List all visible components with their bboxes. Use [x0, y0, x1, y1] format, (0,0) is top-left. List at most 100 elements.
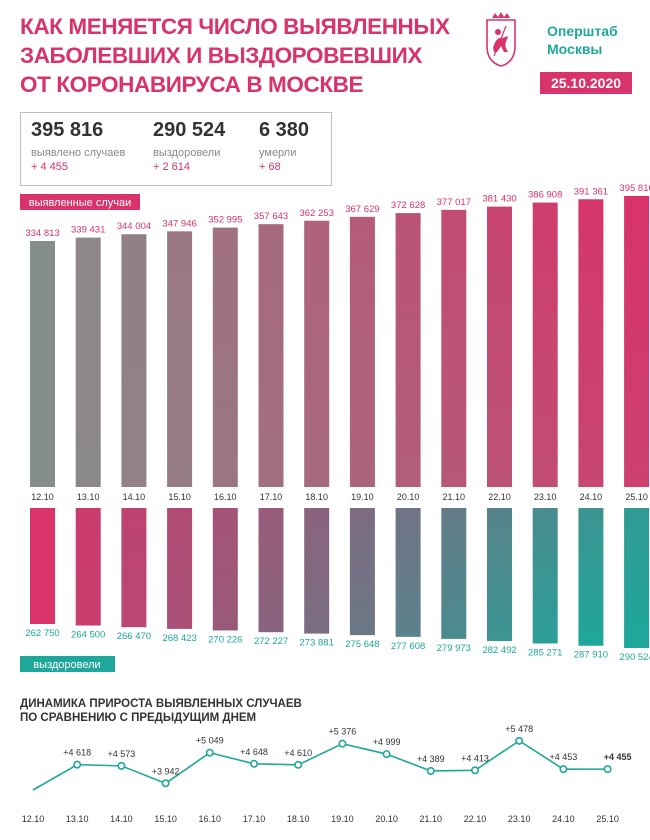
- x-tick-label: 19.10: [351, 492, 374, 502]
- dynamics-x-tick: 17.10: [243, 814, 266, 824]
- stat-value: 395 816: [31, 119, 104, 141]
- recovered-bar: [304, 508, 330, 634]
- x-tick-label: 16.10: [214, 492, 237, 502]
- cases-bar-label: 352 995: [208, 215, 242, 226]
- recovered-bar: [487, 508, 512, 642]
- cases-bar: [624, 196, 650, 487]
- dynamics-point: [470, 766, 479, 775]
- dynamics-point: [515, 736, 524, 745]
- x-tick-label: 23.10: [534, 492, 557, 502]
- recovered-bar-label: 270 226: [208, 634, 242, 645]
- dynamics-x-tick: 14.10: [110, 814, 133, 824]
- cases-bar-label: 377 017: [437, 197, 471, 208]
- dynamics-x-tick: 24.10: [552, 814, 575, 824]
- dynamics-x-tick: 13.10: [66, 814, 89, 824]
- x-tick-label: 25.10: [625, 492, 648, 502]
- date-badge: 25.10.2020: [540, 72, 632, 94]
- dynamics-x-tick: 16.10: [199, 814, 222, 824]
- x-tick-label: 22.10: [488, 492, 511, 502]
- recovered-bar: [30, 508, 55, 624]
- dynamics-x-tick: 25.10: [596, 814, 619, 824]
- recovered-legend-bg: [20, 656, 115, 672]
- dynamics-title-line: ДИНАМИКА ПРИРОСТА ВЫЯВЛЕННЫХ СЛУЧАЕВ: [20, 698, 302, 710]
- x-tick-label: 13.10: [77, 492, 100, 502]
- x-tick-label: 12.10: [31, 492, 54, 502]
- dynamics-point-label: +4 455: [604, 752, 632, 762]
- dynamics-point: [426, 766, 435, 775]
- recovered-bar: [121, 508, 147, 628]
- x-tick-label: 24.10: [580, 492, 603, 502]
- cases-bar: [167, 231, 193, 487]
- dynamics-x-tick: 22.10: [464, 814, 487, 824]
- dynamics-point: [161, 779, 170, 788]
- title-line: ЗАБОЛЕВШИХ И ВЫЗДОРОВЕВШИХ: [20, 43, 422, 68]
- cases-bar: [578, 199, 604, 487]
- org-name: Оперштаб Москвы: [547, 22, 618, 58]
- dynamics-point-label: +4 413: [461, 753, 489, 763]
- x-tick-label: 18.10: [305, 492, 328, 502]
- cases-bar-label: 357 643: [254, 211, 288, 222]
- dynamics-point: [294, 760, 303, 769]
- dynamics-point-label: +4 999: [373, 737, 401, 747]
- recovered-bar-label: 282 492: [482, 645, 516, 656]
- cases-bar: [121, 234, 147, 487]
- dynamics-point-label: +5 478: [505, 724, 533, 734]
- recovered-bar-label: 268 423: [162, 633, 196, 644]
- recovered-bar: [167, 508, 193, 629]
- cases-bar-label: 339 431: [71, 225, 105, 236]
- recovered-bar-label: 262 750: [25, 628, 59, 639]
- dynamics-point: [117, 761, 126, 770]
- dynamics-point-label: +4 389: [417, 754, 445, 764]
- cases-bar-label: 344 004: [117, 221, 151, 232]
- dynamics-point-label: +4 453: [550, 752, 578, 762]
- title-line: ОТ КОРОНАВИРУСА В МОСКВЕ: [20, 72, 364, 97]
- cases-bar: [212, 227, 238, 487]
- cases-bar: [395, 213, 421, 488]
- dynamics-point-label: +4 618: [63, 748, 91, 758]
- recovered-bar-label: 285 271: [528, 647, 562, 658]
- recovered-legend-label: выздоровели: [33, 659, 100, 671]
- dynamics-x-tick: 18.10: [287, 814, 310, 824]
- cases-bar: [304, 220, 330, 488]
- cases-bar: [258, 224, 284, 487]
- moscow-coat-of-arms-icon: [484, 12, 518, 68]
- cases-bar: [30, 241, 55, 487]
- stat-delta: + 68: [259, 161, 281, 173]
- stat-label: умерли: [259, 147, 297, 159]
- dynamics-x-tick: 21.10: [420, 814, 443, 824]
- cases-bar: [487, 206, 512, 487]
- recovered-bar: [212, 508, 238, 631]
- dynamics-point-label: +5 049: [196, 736, 224, 746]
- page-title: КАК МЕНЯЕТСЯ ЧИСЛО ВЫЯВЛЕННЫХ ЗАБОЛЕВШИХ…: [20, 12, 450, 99]
- cases-bar-label: 347 946: [162, 218, 196, 229]
- stat-label: выявлено случаев: [31, 147, 126, 159]
- dynamics-point: [205, 748, 214, 757]
- recovered-bar-label: 264 500: [71, 630, 105, 641]
- org-line: Оперштаб: [547, 23, 618, 39]
- stat-deaths: 6 380 умерли + 68: [259, 119, 309, 173]
- recovered-bar: [441, 508, 467, 639]
- x-tick-label: 21.10: [443, 492, 466, 502]
- dynamics-x-tick: 12.10: [22, 814, 45, 824]
- x-tick-label: 15.10: [168, 492, 191, 502]
- cases-bar-label: 362 253: [300, 208, 334, 219]
- stat-recovered: 290 524 выздоровели + 2 614: [153, 119, 225, 173]
- dynamics-point: [338, 739, 347, 748]
- dynamics-point: [73, 760, 82, 769]
- recovered-bar: [395, 508, 421, 637]
- cases-bar-label: 334 813: [25, 228, 59, 239]
- dynamics-point-label: +5 376: [329, 727, 357, 737]
- recovered-bar-label: 266 470: [117, 631, 151, 642]
- cases-legend-bg: [20, 194, 140, 210]
- recovered-bar: [258, 508, 284, 633]
- stat-label: выздоровели: [153, 147, 221, 159]
- cases-bar-label: 395 816: [619, 183, 650, 194]
- recovered-bar-label: 279 973: [437, 643, 471, 654]
- dynamics-point: [250, 759, 259, 768]
- recovered-bar-label: 273 881: [300, 638, 334, 649]
- dynamics-x-tick: 23.10: [508, 814, 531, 824]
- recovered-bar-label: 272 227: [254, 636, 288, 647]
- cases-bar-label: 367 629: [345, 204, 379, 215]
- cases-bar: [349, 216, 375, 487]
- dynamics-point-label: +3 942: [152, 766, 180, 776]
